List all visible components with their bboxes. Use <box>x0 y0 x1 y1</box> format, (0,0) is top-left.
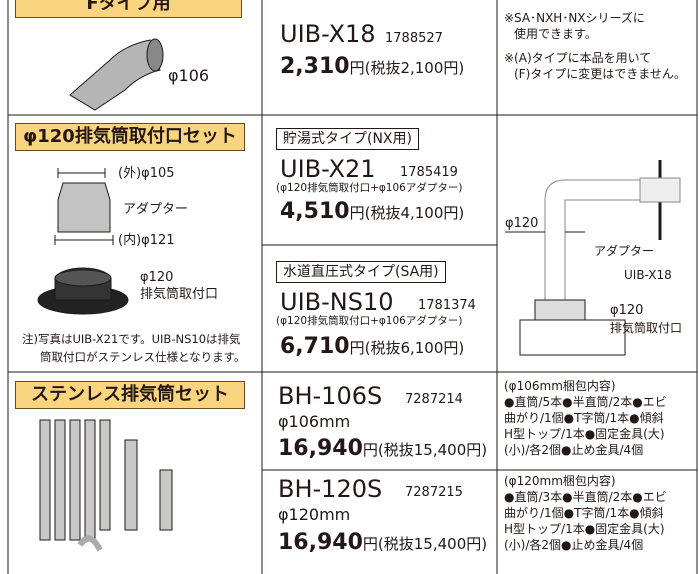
price-note: 円(税抜6,100円) <box>349 339 465 357</box>
section-header: φ120排気筒取付口セット <box>15 123 245 151</box>
section-header: Fタイプ用 <box>15 0 242 18</box>
label: UIB-X18 <box>624 268 672 282</box>
type-label: 貯湯式タイプ(NX用) <box>276 128 419 150</box>
label: φ120 <box>610 303 644 318</box>
note: ※SA･NXH･NXシリーズに <box>504 11 645 25</box>
label: (外)φ105 <box>118 166 175 181</box>
price: 16,940 <box>278 530 363 555</box>
label: 排気筒取付口 <box>140 287 219 302</box>
model: UIB-X21 <box>280 155 376 183</box>
model: BH-106S <box>278 382 383 410</box>
label: (内)φ121 <box>118 233 175 248</box>
type-label: 水道直圧式タイプ(SA用) <box>276 261 446 283</box>
price-line: 6,710円(税抜6,100円) <box>280 336 464 358</box>
price-note: 円(税抜2,100円) <box>349 59 465 77</box>
note: 注)写真はUIB-X21です。UIB-NS10は排気 <box>22 332 241 346</box>
price: 2,310 <box>280 54 350 79</box>
contents-line: ●直筒/5本●半直筒/2本●エビ <box>504 395 667 409</box>
price-line: 16,940円(税抜15,400円) <box>278 438 487 460</box>
contents-line: ●直筒/3本●半直筒/2本●エビ <box>504 490 667 504</box>
section-header: ステンレス排気筒セット <box>15 381 245 409</box>
note: (F)タイプに変更はできません。 <box>514 67 686 81</box>
price-note: 円(税抜15,400円) <box>362 441 488 459</box>
model: UIB-X18 <box>280 20 376 48</box>
code: 1781374 <box>418 298 476 313</box>
sub: (φ120排気筒取付口+φ106アダプター) <box>276 315 463 327</box>
contents-line: H型トップ/1本●固定金具(大) <box>504 427 665 441</box>
price-line: 16,940円(税抜15,400円) <box>278 532 487 554</box>
model: UIB-NS10 <box>280 288 394 316</box>
contents-line: (小)/各2個●止め金具/4個 <box>504 443 644 457</box>
label: φ120 <box>140 270 174 285</box>
price: 16,940 <box>278 436 363 461</box>
price-note: 円(税抜15,400円) <box>362 535 488 553</box>
sub: (φ120排気筒取付口+φ106アダプター) <box>276 182 463 194</box>
contents-line: (φ120mm梱包内容) <box>504 474 616 488</box>
note: 筒取付口がステンレス仕様となります。 <box>40 350 246 364</box>
label: φ120 <box>505 216 539 231</box>
contents-line: 曲がり/1個●T字筒/1本●傾斜 <box>504 411 664 425</box>
price-line: 2,310円(税抜2,100円) <box>280 56 464 78</box>
code: 1785419 <box>400 165 458 180</box>
size: φ106 <box>168 66 210 85</box>
code: 7287215 <box>405 485 463 500</box>
contents-line: (小)/各2個●止め金具/4個 <box>504 538 644 552</box>
code: 1788527 <box>385 31 443 46</box>
label: アダプター <box>594 244 655 258</box>
contents-line: H型トップ/1本●固定金具(大) <box>504 522 665 536</box>
note: 使用できます。 <box>514 27 597 41</box>
code: 7287214 <box>405 392 463 407</box>
price-line: 4,510円(税抜4,100円) <box>280 201 464 223</box>
label: 排気筒取付口 <box>610 321 683 335</box>
note: ※(A)タイプに本品を用いて <box>504 51 652 65</box>
price-note: 円(税抜4,100円) <box>349 204 465 222</box>
label: アダプター <box>123 202 189 217</box>
contents-line: 曲がり/1個●T字筒/1本●傾斜 <box>504 506 664 520</box>
price: 4,510 <box>280 199 350 224</box>
size: φ106mm <box>278 412 351 431</box>
price: 6,710 <box>280 334 350 359</box>
contents-line: (φ106mm梱包内容) <box>504 379 616 393</box>
model: BH-120S <box>278 475 383 503</box>
size: φ120mm <box>278 505 351 524</box>
